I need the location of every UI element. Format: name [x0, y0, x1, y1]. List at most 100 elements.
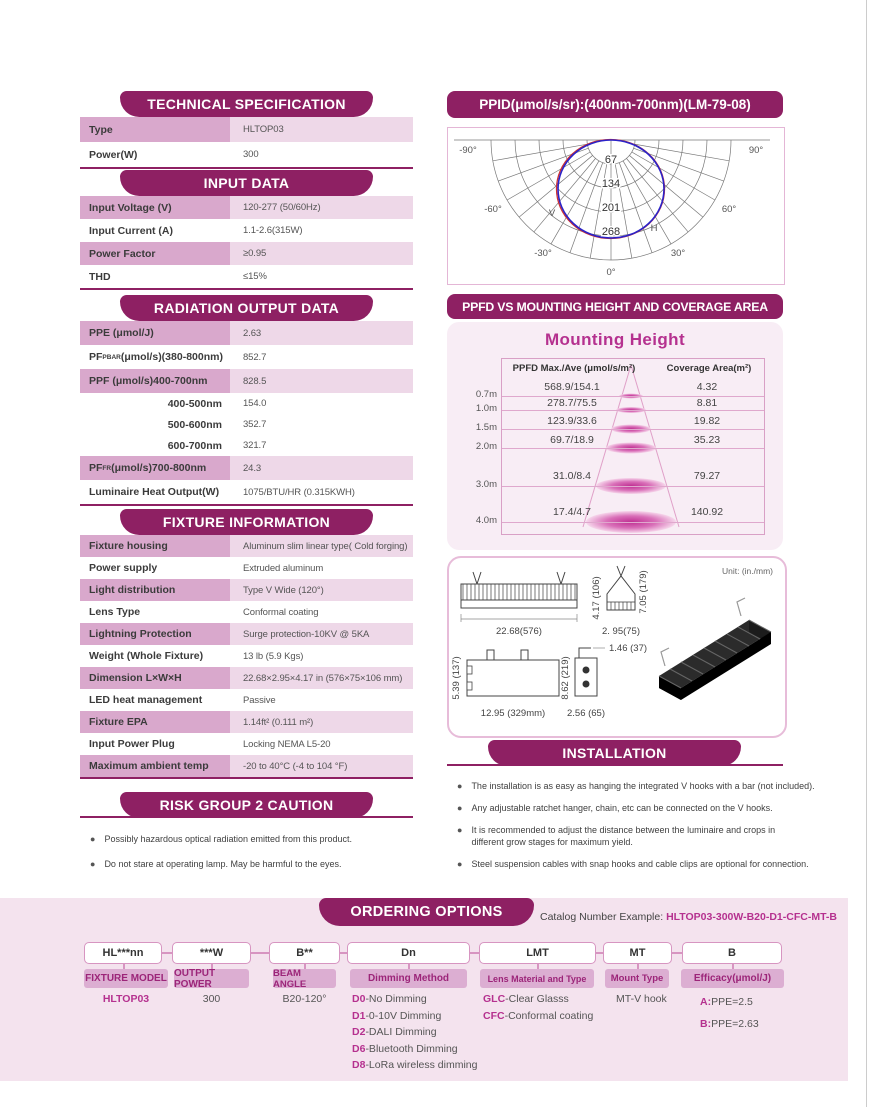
option-text: -Clear Glasss	[505, 993, 569, 1005]
height-label: 0.7m	[475, 389, 497, 400]
angle-label: 30°	[671, 248, 686, 259]
input-data-table: Input Voltage (V) 120-277 (50/60Hz) Inpu…	[80, 196, 413, 288]
angle-label: 60°	[722, 204, 737, 215]
row-value: 828.5	[230, 369, 413, 393]
row-value: 154.0	[243, 398, 267, 409]
v-hooks	[472, 571, 566, 585]
radiation-output-table: PPE (μmol/J) 2.63 PF PBAR (μmol/s)(380-80…	[80, 321, 413, 504]
row-label: Input Power Plug	[89, 738, 175, 750]
option-code: HLTOP03	[102, 993, 150, 1005]
connector	[672, 952, 682, 954]
row-value: 300	[243, 149, 259, 160]
row-value: 1.1-2.6(315W)	[243, 225, 303, 236]
angle-label: 90°	[749, 145, 764, 156]
bullet-text: The installation is as easy as hanging t…	[471, 781, 815, 791]
height-label: 1.5m	[475, 422, 497, 433]
table-row: Maximum ambient temp -20 to 40°C (-4 to 1…	[80, 755, 413, 777]
bullet-text: Do not stare at operating lamp. May be h…	[104, 859, 342, 869]
row-label: Power Factor	[80, 242, 230, 265]
dim-front-width: 22.68(576)	[496, 626, 542, 637]
label-subscript: FR	[102, 464, 112, 472]
option-text: -0-10V Dimming	[365, 1009, 442, 1022]
option-code: D6	[352, 1042, 366, 1055]
section-header-fixture-information: FIXTURE INFORMATION	[120, 509, 373, 535]
bullet-icon: ●	[457, 859, 463, 869]
option-text: -Bluetooth Dimming	[365, 1042, 458, 1055]
height-gridline	[502, 410, 764, 411]
option-text: -LoRa wireless dimming	[365, 1059, 478, 1071]
order-box-mount: MT	[603, 942, 672, 964]
mounting-height-title: Mounting Height	[544, 330, 686, 349]
option-text: PPE=2.5	[711, 996, 753, 1008]
polar-curve-blue	[557, 139, 665, 239]
section-header-technical-specification: TECHNICAL SPECIFICATION	[120, 91, 373, 117]
radial-tick: 134	[602, 178, 620, 190]
row-label: 400-500nm	[167, 397, 222, 410]
row-label: Lightning Protection	[80, 623, 230, 645]
bullet-icon: ●	[90, 834, 96, 844]
ppfd-value: 568.9/154.1	[544, 381, 600, 393]
row-value: Aluminum slim linear type( Cold forging)	[230, 535, 413, 557]
row-label: 600-700nm	[167, 439, 222, 452]
label-main: PF	[89, 351, 103, 363]
coverage-value: 4.32	[696, 381, 718, 393]
height-gridline	[502, 486, 764, 487]
table-row: Weight (Whole Fixture) 13 lb (5.9 Kgs)	[80, 645, 413, 667]
table-row: Fixture EPA 1.14ft² (0.111 m²)	[80, 711, 413, 733]
height-gridline	[502, 396, 764, 397]
page-edge-line	[866, 0, 867, 1107]
divider	[80, 777, 413, 779]
mounting-height-table: PPFD Max./Ave (μmol/s/m²) Coverage Area(…	[501, 358, 765, 535]
option-code: D2	[352, 1026, 366, 1038]
table-row: Power supply Extruded aluminum	[80, 557, 413, 579]
risk-bullets: ● Possibly hazardous optical radiation em…	[80, 833, 425, 883]
row-label: Lens Type	[89, 606, 141, 618]
connector	[470, 952, 479, 954]
table-row: Lens Type Conformal coating	[80, 601, 413, 623]
order-box-dimming: Dn	[347, 942, 470, 964]
chip-beam-angle: BEAM ANGLE	[273, 968, 336, 990]
unit-note: Unit: (in./mm)	[722, 566, 773, 576]
row-value: Type V Wide (120°)	[230, 579, 413, 601]
option-code: D0	[352, 993, 366, 1005]
order-box-lens: LMT	[479, 942, 596, 964]
option-text: 300	[202, 993, 221, 1005]
table-row: Fixture housing Aluminum slim linear type…	[80, 535, 413, 557]
table-row: PF FR (μmol/s)700-800nm 24.3	[80, 456, 413, 480]
row-value: ≥0.95	[230, 242, 413, 265]
row-label: LED heat management	[89, 694, 203, 706]
row-value: 852.7	[243, 351, 267, 363]
technical-specification-table: Type HLTOP03 Power(W) 300	[80, 117, 413, 167]
order-values-mount: MT-V hook	[616, 991, 667, 1008]
order-values-dimming: D0-No Dimming D1-0-10V Dimming D2-DALI D…	[352, 991, 477, 1074]
table-row: PF PBAR (μmol/s)(380-800nm) 852.7	[80, 345, 413, 369]
row-label: 500-600nm	[167, 418, 222, 431]
table-row: Power Factor ≥0.95	[80, 242, 413, 265]
chip-lens-material: Lens Material and Type	[480, 969, 594, 988]
option-text: PPE=2.63	[711, 1018, 759, 1030]
label-main: PF	[89, 462, 103, 474]
option-text: MT-V hook	[616, 993, 667, 1005]
angle-label: -30°	[534, 248, 552, 259]
coverage-value: 8.81	[696, 397, 718, 409]
catalog-label: Catalog Number Example:	[540, 911, 664, 923]
row-label: Power supply	[89, 562, 158, 574]
option-code: D8	[352, 1059, 366, 1071]
connector	[251, 952, 269, 954]
row-value: Extruded aluminum	[243, 562, 324, 574]
order-values-efficacy: A:PPE=2.5 B:PPE=2.63	[700, 991, 759, 1035]
section-header-ppid: PPID(μmol/s/sr):(400nm-700nm)(LM-79-08)	[447, 91, 783, 118]
row-label: Luminaire Heat Output(W)	[89, 486, 220, 498]
section-header-risk-group: RISK GROUP 2 CAUTION	[120, 792, 373, 818]
label-rest: (μmol/s)(380-800nm)	[120, 351, 223, 363]
row-label: PF PBAR (μmol/s)(380-800nm)	[80, 345, 230, 369]
row-value: 321.7	[243, 440, 267, 451]
row-value: 1075/BTU/HR (0.315KWH)	[243, 486, 355, 498]
row-label: Fixture housing	[80, 535, 230, 557]
dim-side-width: 2. 95(75)	[602, 626, 640, 637]
mounting-height-panel: Mounting Height 0.7m 1.0m 1.5m 2.0m 3.0m…	[447, 322, 783, 550]
bullet-item: ● Do not stare at operating lamp. May be …	[80, 858, 425, 870]
height-gridline	[502, 429, 764, 430]
row-label: Power(W)	[89, 148, 138, 161]
